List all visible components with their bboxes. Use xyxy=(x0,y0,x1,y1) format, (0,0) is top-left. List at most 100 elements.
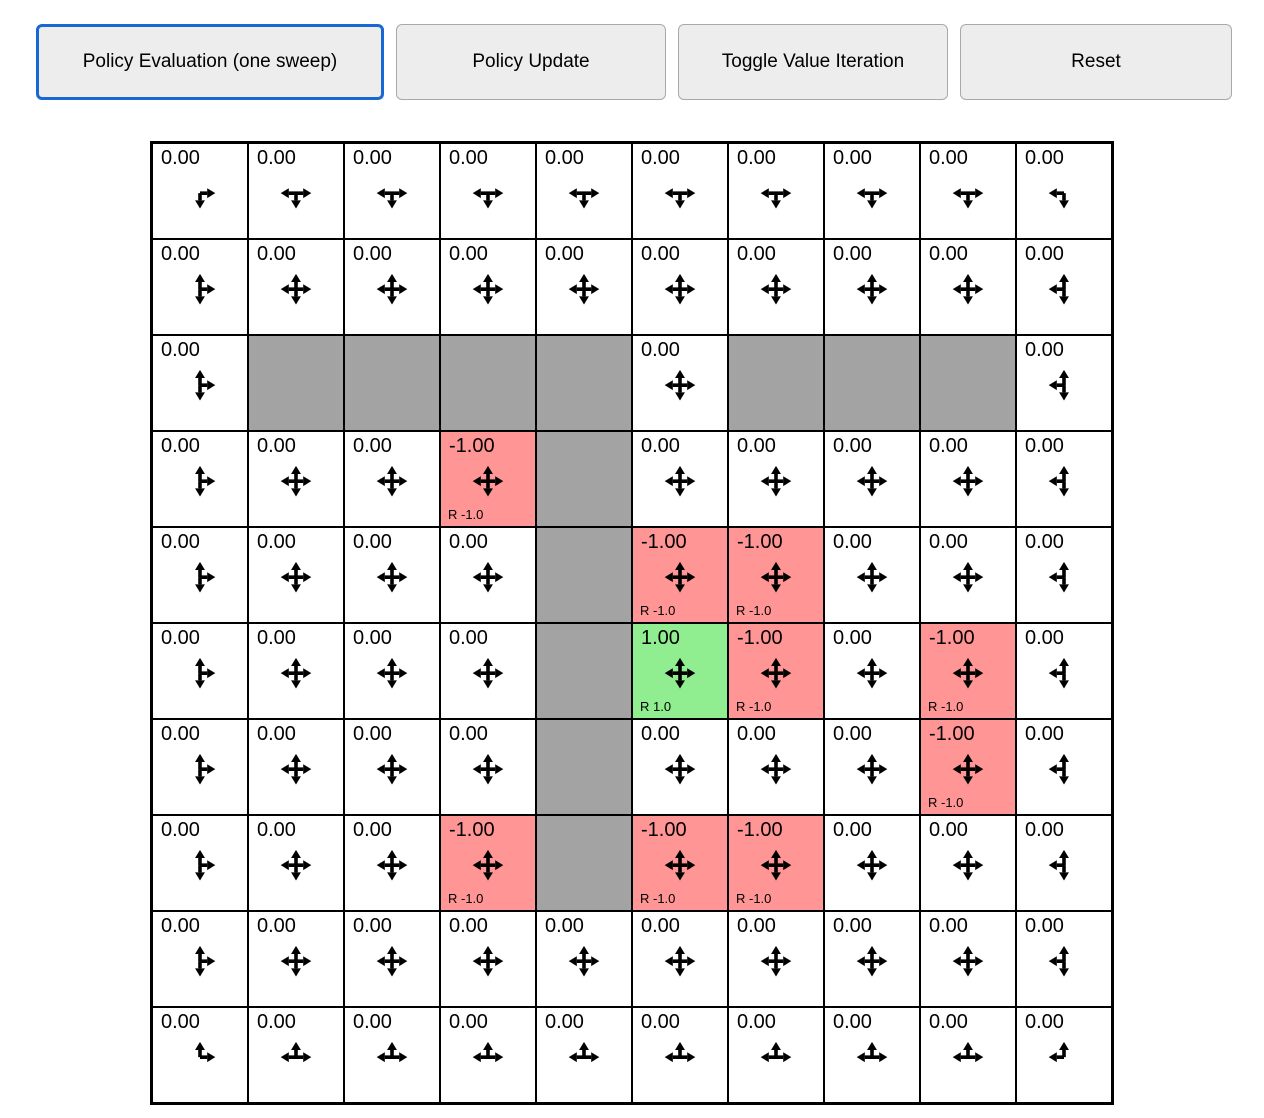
grid-cell[interactable]: 0.00 xyxy=(1016,143,1112,239)
grid-cell[interactable]: 0.00 xyxy=(152,815,248,911)
grid-cell[interactable]: 0.00 xyxy=(440,1007,536,1103)
grid-cell[interactable]: 0.00 xyxy=(824,911,920,1007)
grid-cell[interactable]: 0.00 xyxy=(536,239,632,335)
grid-cell[interactable]: 0.00 xyxy=(728,143,824,239)
grid-cell[interactable]: 0.00 xyxy=(824,1007,920,1103)
policy-evaluation-button[interactable]: Policy Evaluation (one sweep) xyxy=(36,24,384,100)
cell-value: 0.00 xyxy=(833,531,872,553)
grid-cell[interactable]: -1.00 R -1.0 xyxy=(728,623,824,719)
grid-cell[interactable]: 0.00 xyxy=(344,815,440,911)
grid-cell[interactable]: 0.00 xyxy=(152,335,248,431)
grid-cell[interactable]: 0.00 xyxy=(824,815,920,911)
grid-cell[interactable]: -1.00 R -1.0 xyxy=(632,815,728,911)
grid-cell[interactable]: 0.00 xyxy=(632,335,728,431)
grid-cell[interactable]: 0.00 xyxy=(152,1007,248,1103)
grid-cell[interactable]: 0.00 xyxy=(920,431,1016,527)
cell-value: 0.00 xyxy=(833,1011,872,1033)
grid-cell[interactable]: 0.00 xyxy=(248,239,344,335)
grid-cell[interactable]: 0.00 xyxy=(632,1007,728,1103)
grid-cell[interactable]: 0.00 xyxy=(1016,623,1112,719)
cell-value: 0.00 xyxy=(833,243,872,265)
grid-cell[interactable]: 0.00 xyxy=(824,623,920,719)
grid-cell[interactable]: 0.00 xyxy=(824,527,920,623)
grid-cell[interactable]: 0.00 xyxy=(152,623,248,719)
grid-cell[interactable]: 0.00 xyxy=(1016,719,1112,815)
grid-cell[interactable]: 0.00 xyxy=(152,143,248,239)
grid-cell[interactable]: 0.00 xyxy=(440,143,536,239)
grid-cell[interactable]: 0.00 xyxy=(824,239,920,335)
grid-cell[interactable]: 0.00 xyxy=(920,1007,1016,1103)
grid-cell[interactable]: 0.00 xyxy=(344,527,440,623)
grid-cell[interactable]: 0.00 xyxy=(632,431,728,527)
grid-cell[interactable]: 0.00 xyxy=(248,719,344,815)
toggle-value-iteration-button[interactable]: Toggle Value Iteration xyxy=(678,24,948,100)
grid-cell[interactable]: 0.00 xyxy=(248,431,344,527)
cell-value: 0.00 xyxy=(257,243,296,265)
grid-cell[interactable]: 0.00 xyxy=(152,911,248,1007)
grid-cell[interactable]: 0.00 xyxy=(824,719,920,815)
grid-cell[interactable]: 0.00 xyxy=(344,911,440,1007)
grid-cell[interactable]: 0.00 xyxy=(344,719,440,815)
grid-cell[interactable]: 0.00 xyxy=(728,911,824,1007)
grid-cell[interactable]: -1.00 R -1.0 xyxy=(920,719,1016,815)
policy-update-button[interactable]: Policy Update xyxy=(396,24,666,100)
grid-cell[interactable]: 0.00 xyxy=(1016,335,1112,431)
grid-cell[interactable]: 0.00 xyxy=(440,623,536,719)
grid-cell[interactable]: 0.00 xyxy=(536,143,632,239)
grid-cell[interactable]: 0.00 xyxy=(824,143,920,239)
grid-cell[interactable]: 0.00 xyxy=(1016,431,1112,527)
grid-cell[interactable]: 0.00 xyxy=(632,911,728,1007)
grid-cell[interactable]: 0.00 xyxy=(1016,239,1112,335)
grid-wall-cell xyxy=(536,623,632,719)
grid-cell[interactable]: 0.00 xyxy=(440,527,536,623)
grid-cell[interactable]: 0.00 xyxy=(536,1007,632,1103)
grid-cell[interactable]: 0.00 xyxy=(248,527,344,623)
grid-cell[interactable]: 0.00 xyxy=(632,719,728,815)
grid-cell[interactable]: -1.00 R -1.0 xyxy=(728,815,824,911)
grid-cell[interactable]: 0.00 xyxy=(344,1007,440,1103)
policy-arrows-icon xyxy=(1048,657,1069,689)
grid-cell[interactable]: -1.00 R -1.0 xyxy=(920,623,1016,719)
grid-cell[interactable]: 0.00 xyxy=(248,815,344,911)
grid-cell[interactable]: -1.00 R -1.0 xyxy=(728,527,824,623)
grid-cell[interactable]: 0.00 xyxy=(152,239,248,335)
grid-cell[interactable]: 0.00 xyxy=(440,719,536,815)
grid-cell[interactable]: 0.00 xyxy=(248,1007,344,1103)
grid-cell[interactable]: 0.00 xyxy=(152,719,248,815)
grid-cell[interactable]: 0.00 xyxy=(248,623,344,719)
grid-cell[interactable]: 0.00 xyxy=(728,719,824,815)
grid-cell[interactable]: 0.00 xyxy=(1016,1007,1112,1103)
grid-cell[interactable]: 0.00 xyxy=(632,143,728,239)
grid-cell[interactable]: 0.00 xyxy=(728,1007,824,1103)
grid-cell[interactable]: 0.00 xyxy=(920,527,1016,623)
grid-cell[interactable]: 1.00 R 1.0 xyxy=(632,623,728,719)
grid-cell[interactable]: 0.00 xyxy=(344,143,440,239)
grid-cell[interactable]: 0.00 xyxy=(536,911,632,1007)
grid-cell[interactable]: 0.00 xyxy=(920,239,1016,335)
grid-cell[interactable]: 0.00 xyxy=(152,527,248,623)
grid-cell[interactable]: -1.00 R -1.0 xyxy=(632,527,728,623)
grid-cell[interactable]: 0.00 xyxy=(248,911,344,1007)
reset-button[interactable]: Reset xyxy=(960,24,1232,100)
grid-cell[interactable]: 0.00 xyxy=(632,239,728,335)
grid-cell[interactable]: 0.00 xyxy=(728,431,824,527)
grid-cell[interactable]: 0.00 xyxy=(728,239,824,335)
grid-cell[interactable]: 0.00 xyxy=(440,911,536,1007)
grid-cell[interactable]: 0.00 xyxy=(152,431,248,527)
grid-cell[interactable]: 0.00 xyxy=(344,623,440,719)
grid-cell[interactable]: 0.00 xyxy=(1016,911,1112,1007)
grid-cell[interactable]: 0.00 xyxy=(344,239,440,335)
grid-cell[interactable]: 0.00 xyxy=(1016,815,1112,911)
grid-cell[interactable]: 0.00 xyxy=(1016,527,1112,623)
grid-cell[interactable]: -1.00 R -1.0 xyxy=(440,431,536,527)
grid-cell[interactable]: 0.00 xyxy=(440,239,536,335)
cell-value: 0.00 xyxy=(929,819,968,841)
grid-cell[interactable]: 0.00 xyxy=(824,431,920,527)
grid-cell[interactable]: -1.00 R -1.0 xyxy=(440,815,536,911)
grid-cell[interactable]: 0.00 xyxy=(920,143,1016,239)
policy-arrows-icon xyxy=(568,273,600,305)
grid-cell[interactable]: 0.00 xyxy=(344,431,440,527)
grid-cell[interactable]: 0.00 xyxy=(248,143,344,239)
grid-cell[interactable]: 0.00 xyxy=(920,911,1016,1007)
grid-cell[interactable]: 0.00 xyxy=(920,815,1016,911)
